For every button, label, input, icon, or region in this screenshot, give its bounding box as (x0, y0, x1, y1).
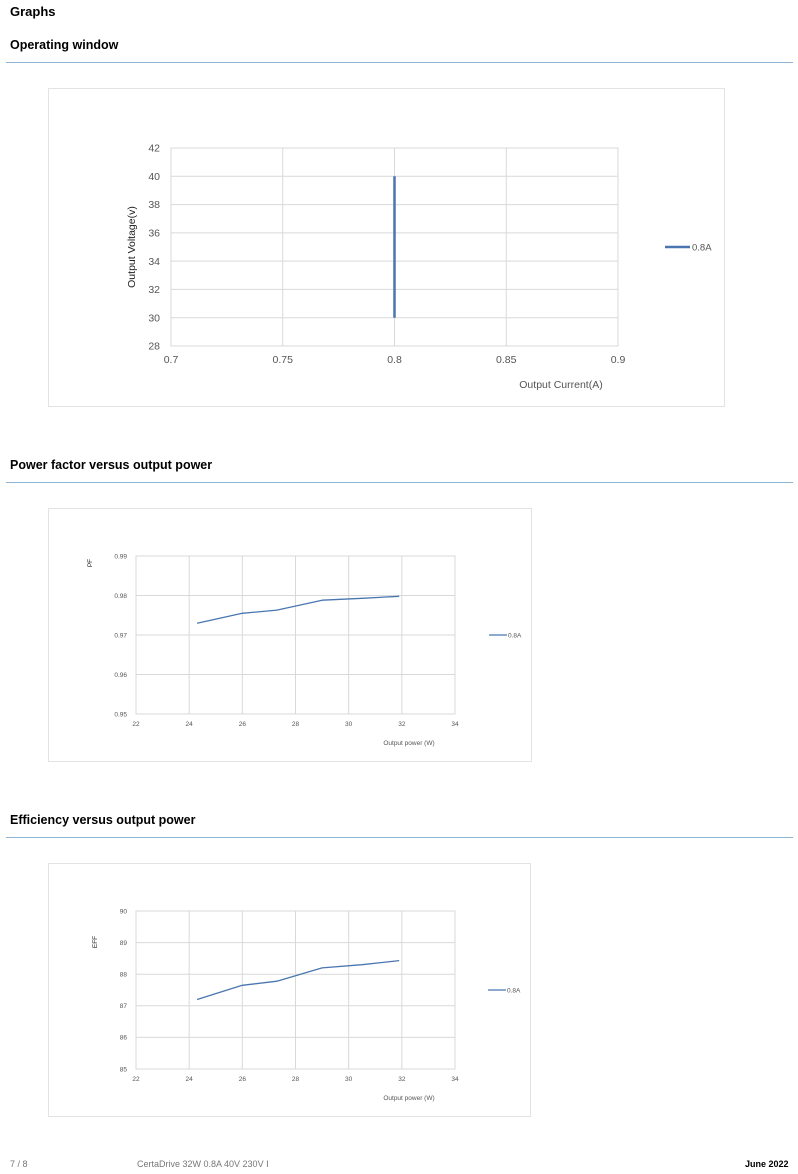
x-tick-label: 22 (132, 1076, 140, 1083)
x-tick-label: 22 (132, 721, 140, 728)
legend-label: 0.8A (692, 242, 712, 253)
power-factor-chart: 0.95 0.96 0.97 0.98 0.99 22 24 26 28 30 32 34 Output… (48, 508, 532, 762)
page-heading: Graphs (10, 4, 56, 19)
y-tick-label: 0.98 (114, 593, 127, 600)
footer-page-number: 7 / 8 (10, 1159, 28, 1169)
x-tick-label: 30 (345, 1076, 353, 1083)
y-axis-label: Output Voltage(v) (126, 206, 138, 288)
x-tick-label: 26 (239, 1076, 247, 1083)
efficiency-chart: 85 86 87 88 89 90 22 24 26 28 30 32 34 Output power (… (48, 863, 531, 1117)
x-tick-label: 24 (186, 1076, 194, 1083)
y-tick-label: 88 (120, 971, 128, 978)
section-title-efficiency: Efficiency versus output power (10, 813, 196, 827)
series-line-0.8a (196, 959, 400, 1001)
legend-label: 0.8A (507, 987, 521, 994)
y-tick-label: 89 (120, 940, 128, 947)
section-divider (6, 482, 793, 483)
x-axis-label: Output power (W) (383, 740, 434, 747)
y-axis-label: PF (87, 559, 94, 567)
x-tick-label: 0.7 (164, 354, 179, 366)
operating-window-chart-svg: 28 30 32 34 36 38 40 42 0.7 0.75 0.8 0.85 0.9 Output … (126, 143, 712, 391)
x-tick-label: 26 (239, 721, 247, 728)
footer-product-name: CertaDrive 32W 0.8A 40V 230V I (137, 1159, 269, 1169)
series-line-0.8a (196, 595, 400, 624)
x-tick-label: 34 (451, 721, 459, 728)
x-tick-label: 0.8 (387, 354, 402, 366)
y-tick-label: 0.95 (114, 711, 127, 718)
section-divider (6, 837, 793, 838)
x-tick-label: 30 (345, 721, 353, 728)
y-tick-label: 0.99 (114, 553, 127, 560)
y-tick-label: 40 (148, 171, 160, 183)
x-tick-label: 0.9 (611, 354, 626, 366)
y-tick-label: 86 (120, 1035, 128, 1042)
x-tick-label: 28 (292, 1076, 300, 1083)
x-tick-label: 32 (398, 1076, 406, 1083)
y-tick-label: 0.97 (114, 632, 127, 639)
y-tick-label: 34 (148, 256, 160, 268)
x-tick-label: 0.75 (273, 354, 294, 366)
x-tick-label: 34 (451, 1076, 459, 1083)
section-title-power-factor: Power factor versus output power (10, 458, 213, 472)
y-tick-label: 90 (120, 908, 128, 915)
section-divider (6, 62, 793, 63)
x-axis-label: Output power (W) (383, 1095, 434, 1102)
y-tick-label: 32 (148, 284, 160, 296)
y-tick-label: 0.96 (114, 672, 127, 679)
x-axis-label: Output Current(A) (519, 379, 602, 391)
y-tick-label: 87 (120, 1003, 128, 1010)
y-tick-label: 36 (148, 228, 160, 240)
x-tick-label: 32 (398, 721, 406, 728)
x-tick-label: 24 (186, 721, 194, 728)
y-tick-label: 38 (148, 199, 160, 211)
footer-date: June 2022 (745, 1159, 789, 1169)
legend-label: 0.8A (508, 632, 522, 639)
power-factor-chart-svg: 0.95 0.96 0.97 0.98 0.99 22 24 26 28 30 32 34 Output… (87, 553, 522, 747)
x-tick-label: 0.85 (496, 354, 517, 366)
section-title-operating-window: Operating window (10, 38, 119, 52)
x-tick-label: 28 (292, 721, 300, 728)
y-tick-label: 42 (148, 143, 160, 155)
operating-window-chart: 28 30 32 34 36 38 40 42 0.7 0.75 0.8 0.85 0.9 Output … (48, 88, 725, 407)
y-tick-label: 85 (120, 1066, 128, 1073)
y-tick-label: 30 (148, 312, 160, 324)
y-tick-label: 28 (148, 341, 160, 353)
y-axis-label: EFF (92, 936, 99, 948)
efficiency-chart-svg: 85 86 87 88 89 90 22 24 26 28 30 32 34 Output power (… (92, 908, 521, 1102)
